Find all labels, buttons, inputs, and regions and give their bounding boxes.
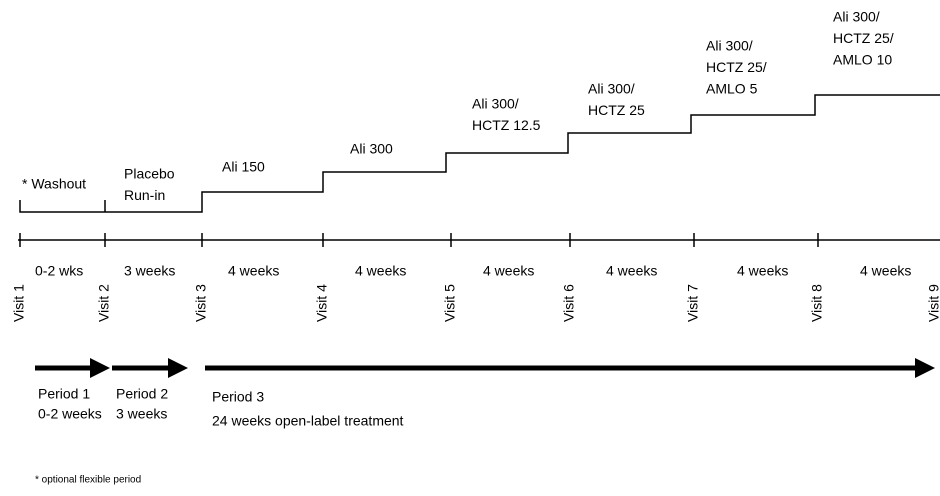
dose-label: Ali 300/	[833, 9, 880, 25]
visit-label: Visit 4	[314, 284, 330, 322]
dose-label: HCTZ 25	[588, 102, 645, 118]
period-label: 24 weeks open-label treatment	[212, 413, 404, 429]
visit-label: Visit 2	[96, 284, 112, 322]
footnote: * optional flexible period	[35, 475, 141, 486]
duration-label: 3 weeks	[124, 263, 175, 279]
dose-label: Ali 300/	[472, 96, 519, 112]
dose-label: HCTZ 12.5	[472, 117, 541, 133]
visit-label: Visit 5	[442, 284, 458, 322]
duration-label: 4 weeks	[228, 263, 279, 279]
visit-label: Visit 6	[561, 284, 577, 322]
period-label: Period 3	[212, 389, 264, 405]
dose-label: Ali 300/	[588, 81, 635, 97]
dose-label: Ali 300/	[706, 38, 753, 54]
visit-label: Visit 9	[926, 284, 940, 322]
dose-label: * Washout	[22, 176, 86, 192]
visit-label: Visit 8	[809, 284, 825, 322]
dose-steps	[19, 94, 940, 213]
dose-label: HCTZ 25/	[833, 30, 894, 46]
visit-label: Visit 1	[11, 284, 27, 322]
duration-label: 4 weeks	[860, 263, 911, 279]
visit-label: Visit 7	[685, 284, 701, 322]
dose-label: AMLO 10	[833, 52, 892, 68]
dose-label: HCTZ 25/	[706, 59, 767, 75]
dose-label: Ali 300	[350, 141, 393, 157]
period-label: 3 weeks	[116, 406, 167, 422]
duration-label: 4 weeks	[606, 263, 657, 279]
dose-label: Run-in	[124, 187, 165, 203]
dose-label: AMLO 5	[706, 81, 758, 97]
dose-label: Placebo	[124, 166, 175, 182]
period-label: Period 2	[116, 386, 168, 402]
duration-label: 0-2 wks	[35, 263, 83, 279]
visit-label: Visit 3	[193, 284, 209, 322]
dose-label: Ali 150	[222, 159, 265, 175]
period-label: 0-2 weeks	[38, 406, 102, 422]
period-label: Period 1	[38, 386, 90, 402]
duration-label: 4 weeks	[483, 263, 534, 279]
duration-label: 4 weeks	[737, 263, 788, 279]
duration-label: 4 weeks	[355, 263, 406, 279]
